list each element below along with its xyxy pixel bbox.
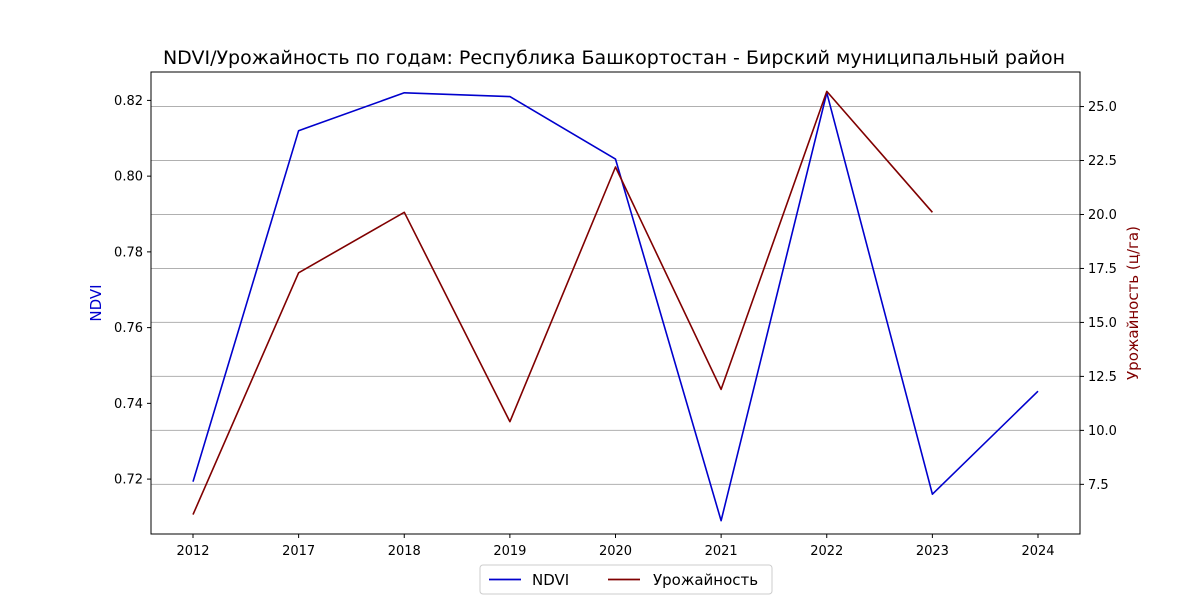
x-tick-label: 2021 bbox=[705, 544, 738, 559]
x-tick-label: 2020 bbox=[599, 544, 632, 559]
y-tick-label-right: 10.0 bbox=[1088, 424, 1117, 439]
y-tick-label-right: 17.5 bbox=[1088, 262, 1117, 277]
chart-title: NDVI/Урожайность по годам: Республика Ба… bbox=[163, 47, 1065, 69]
y-tick-label-left: 0.80 bbox=[114, 170, 143, 185]
x-tick-label: 2023 bbox=[916, 544, 949, 559]
x-tick-label: 2017 bbox=[282, 544, 315, 559]
y-tick-label-left: 0.72 bbox=[114, 473, 143, 488]
series-lines bbox=[192, 90, 1039, 522]
legend: NDVI Урожайность bbox=[479, 564, 773, 595]
series-line-ndvi bbox=[192, 92, 1039, 522]
x-tick-label: 2019 bbox=[493, 544, 526, 559]
y-tick-label-left: 0.82 bbox=[114, 94, 143, 109]
y-tick-label-left: 0.74 bbox=[114, 397, 143, 412]
axes: 0.72 0.74 0.76 0.78 0.80 0.82 7.5 10.0 12.5 15.0 1… bbox=[114, 94, 1117, 559]
y-tick-label-left: 0.78 bbox=[114, 245, 143, 260]
y-axis-label-left: NDVI bbox=[87, 284, 105, 321]
x-tick-label: 2024 bbox=[1021, 544, 1054, 559]
y-tick-label-left: 0.76 bbox=[114, 321, 143, 336]
x-tick-label: 2012 bbox=[176, 544, 209, 559]
y-tick-label-right: 12.5 bbox=[1088, 370, 1117, 385]
y-tick-label-right: 25.0 bbox=[1088, 100, 1117, 115]
y-tick-label-right: 20.0 bbox=[1088, 208, 1117, 223]
x-tick-label: 2018 bbox=[388, 544, 421, 559]
y-tick-label-right: 22.5 bbox=[1088, 154, 1117, 169]
plot-frame bbox=[150, 71, 1081, 535]
grid-lines bbox=[151, 106, 1080, 485]
y-axis-label-right: Урожайность (ц/га) bbox=[1124, 226, 1142, 380]
series-line-yield bbox=[192, 90, 934, 515]
y-tick-label-right: 15.0 bbox=[1088, 316, 1117, 331]
y-tick-label-right: 7.5 bbox=[1088, 478, 1109, 493]
legend-label: NDVI bbox=[532, 571, 569, 589]
x-tick-label: 2022 bbox=[810, 544, 843, 559]
legend-label: Урожайность bbox=[653, 571, 758, 589]
